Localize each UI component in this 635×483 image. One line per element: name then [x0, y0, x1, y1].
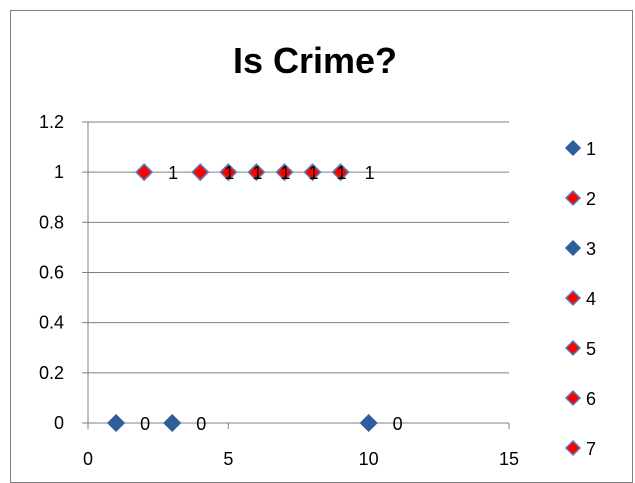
data-label: 1	[337, 163, 347, 183]
legend-marker	[564, 139, 582, 157]
legend-label: 6	[586, 389, 596, 409]
data-point	[275, 163, 294, 182]
legend-label: 3	[586, 239, 596, 259]
x-tick-label: 0	[83, 449, 93, 469]
x-tick-label: 15	[499, 449, 519, 469]
legend-label: 7	[586, 439, 596, 459]
data-points	[107, 163, 378, 433]
tick-labels: 00.20.40.60.811.20 5 10 15	[39, 112, 519, 469]
legend-marker	[564, 239, 582, 257]
y-tick-label: 0	[54, 413, 64, 433]
x-tick-label: 5	[223, 449, 233, 469]
data-label: 0	[393, 414, 403, 434]
legend-marker	[564, 289, 582, 307]
chart-frame	[10, 10, 633, 483]
legend-label: 4	[586, 289, 596, 309]
y-tick-label: 0.2	[39, 363, 64, 383]
legend-marker	[564, 389, 582, 407]
y-tick-label: 0.4	[39, 313, 64, 333]
data-label: 1	[224, 163, 234, 183]
data-point	[303, 163, 322, 182]
data-label: 1	[252, 163, 262, 183]
legend-label: 1	[586, 139, 596, 159]
legend-marker	[564, 339, 582, 357]
gridlines	[82, 121, 510, 429]
y-tick-label: 0.6	[39, 263, 64, 283]
data-point	[135, 163, 154, 182]
data-label: 1	[168, 163, 178, 183]
data-label: 1	[308, 163, 318, 183]
legend-marker	[564, 439, 582, 457]
legend-label: 5	[586, 339, 596, 359]
data-label: 1	[365, 163, 375, 183]
y-tick-label: 0.8	[39, 212, 64, 232]
data-point	[191, 163, 210, 182]
legend-label: 2	[586, 189, 596, 209]
y-tick-label: 1	[54, 162, 64, 182]
data-label: 0	[196, 414, 206, 434]
y-tick-label: 1.2	[39, 112, 64, 132]
x-tick-label: 10	[359, 449, 379, 469]
data-label: 1	[280, 163, 290, 183]
data-label: 0	[140, 414, 150, 434]
legend-marker	[564, 189, 582, 207]
data-point	[359, 413, 378, 433]
data-point	[219, 163, 238, 182]
data-point	[107, 413, 126, 433]
legend: 1 2 3 4 5 6 7	[564, 139, 596, 459]
data-point	[331, 163, 350, 182]
data-point	[163, 413, 182, 433]
data-point	[247, 163, 266, 182]
chart-title: Is Crime?	[233, 40, 397, 81]
